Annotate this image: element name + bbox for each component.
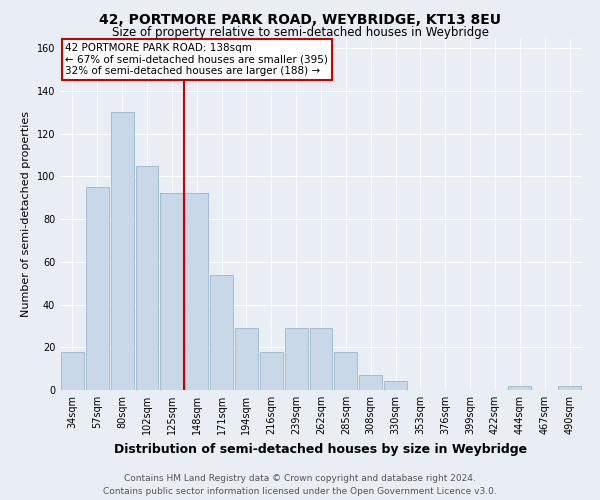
Text: Size of property relative to semi-detached houses in Weybridge: Size of property relative to semi-detach… [112, 26, 488, 39]
Bar [136, 166, 158, 390]
X-axis label: Distribution of semi-detached houses by size in Weybridge: Distribution of semi-detached houses by … [115, 442, 527, 456]
Bar [160, 194, 183, 390]
Bar [310, 328, 332, 390]
Bar [334, 352, 357, 390]
Bar [235, 328, 258, 390]
Bar [61, 352, 84, 390]
Bar [508, 386, 531, 390]
Bar [359, 375, 382, 390]
Bar [86, 187, 109, 390]
Bar [210, 274, 233, 390]
Text: Contains HM Land Registry data © Crown copyright and database right 2024.
Contai: Contains HM Land Registry data © Crown c… [103, 474, 497, 496]
Bar [558, 386, 581, 390]
Bar [185, 194, 208, 390]
Bar [285, 328, 308, 390]
Bar [260, 352, 283, 390]
Text: 42, PORTMORE PARK ROAD, WEYBRIDGE, KT13 8EU: 42, PORTMORE PARK ROAD, WEYBRIDGE, KT13 … [99, 12, 501, 26]
Bar [111, 112, 134, 390]
Y-axis label: Number of semi-detached properties: Number of semi-detached properties [21, 111, 31, 317]
Bar [384, 382, 407, 390]
Text: 42 PORTMORE PARK ROAD: 138sqm
← 67% of semi-detached houses are smaller (395)
32: 42 PORTMORE PARK ROAD: 138sqm ← 67% of s… [65, 43, 328, 76]
